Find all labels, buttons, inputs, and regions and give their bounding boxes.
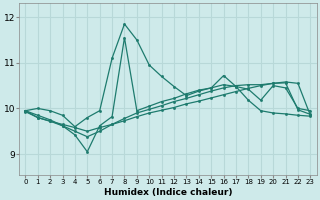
X-axis label: Humidex (Indice chaleur): Humidex (Indice chaleur) bbox=[104, 188, 232, 197]
